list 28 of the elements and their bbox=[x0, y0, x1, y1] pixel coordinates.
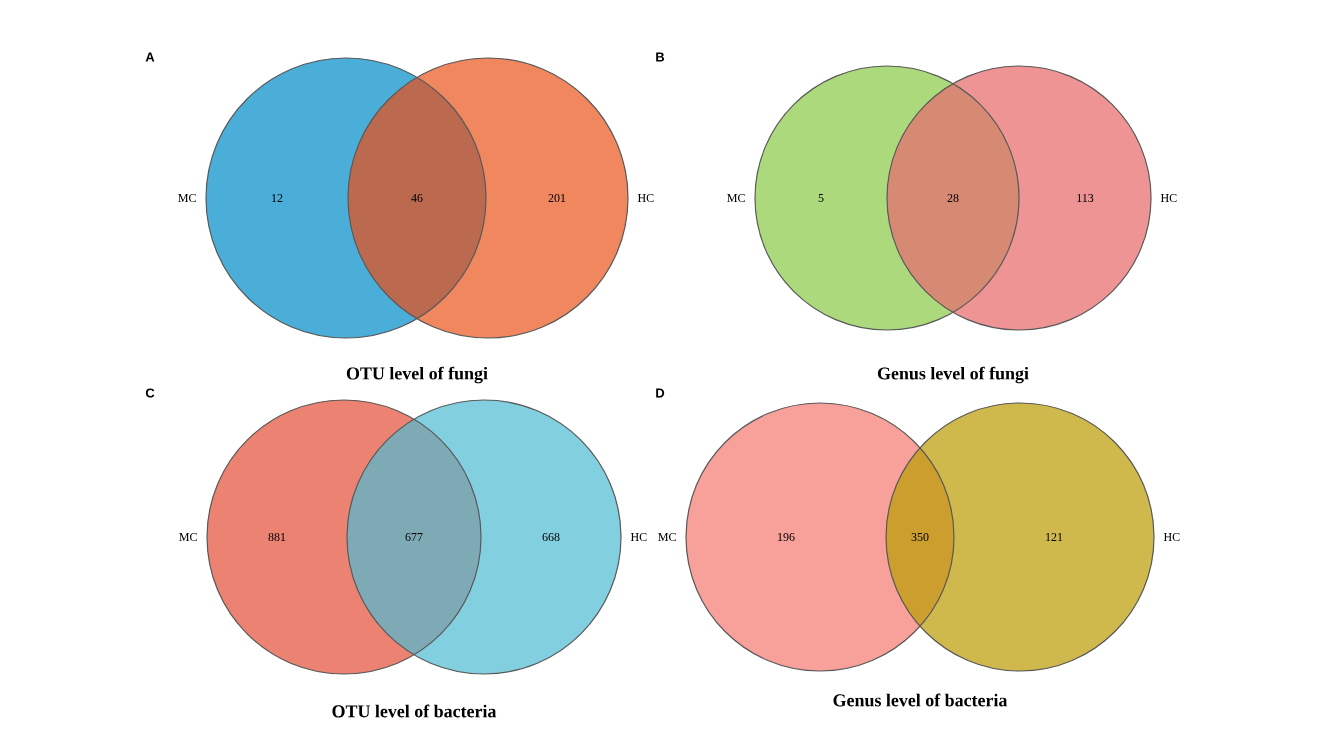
data-label: 28 bbox=[947, 193, 959, 203]
data-label: 5 bbox=[818, 194, 824, 202]
category-label: HC bbox=[637, 193, 654, 203]
data-label: 113 bbox=[1077, 193, 1094, 203]
category-label: HC bbox=[630, 532, 647, 542]
text: OTU level of fungi bbox=[346, 366, 488, 384]
data-label: 196 bbox=[778, 532, 795, 542]
text: D bbox=[656, 388, 665, 398]
text: C bbox=[145, 388, 155, 398]
data-label: 201 bbox=[548, 193, 566, 203]
category-label: MC bbox=[178, 193, 196, 203]
text: OTU level of bacteria bbox=[332, 704, 497, 718]
data-label: 668 bbox=[542, 532, 560, 542]
text: B bbox=[656, 52, 665, 62]
category-label: HC bbox=[1163, 532, 1180, 542]
category-label: MC bbox=[179, 532, 197, 542]
data-label: 12 bbox=[272, 194, 283, 202]
text: Genus level of bacteria bbox=[833, 693, 1008, 707]
data-label: 350 bbox=[911, 532, 929, 542]
data-label: 121 bbox=[1046, 533, 1063, 541]
text: Genus level of fungi bbox=[877, 366, 1029, 384]
data-label: 46 bbox=[411, 193, 423, 203]
category-label: HC bbox=[1160, 193, 1177, 203]
category-label: MC bbox=[658, 532, 676, 542]
category-label: MC bbox=[727, 193, 745, 203]
data-label: 881 bbox=[268, 532, 286, 542]
text: A bbox=[145, 52, 155, 62]
data-label: 677 bbox=[405, 532, 423, 542]
